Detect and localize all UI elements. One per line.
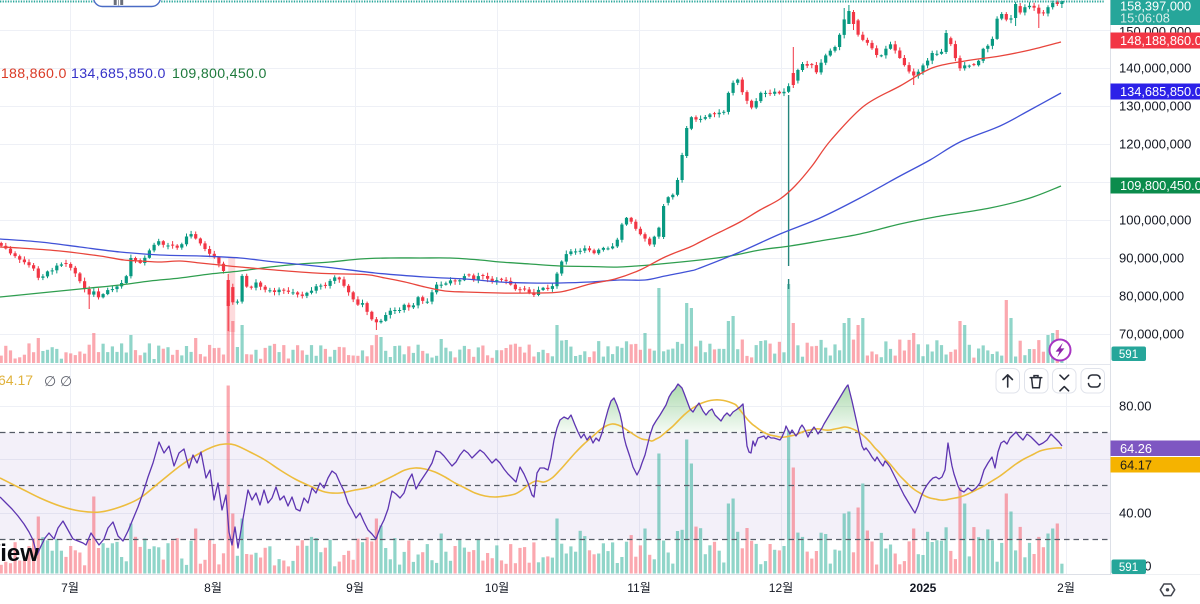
svg-text:2025: 2025	[910, 581, 937, 595]
svg-text:120,000,000: 120,000,000	[1119, 136, 1191, 151]
svg-text:64.26: 64.26	[1120, 441, 1152, 456]
svg-text:15:06:08: 15:06:08	[1120, 11, 1170, 26]
svg-text:7월: 7월	[61, 581, 79, 595]
svg-text:TradingView: TradingView	[0, 540, 39, 567]
svg-text:10월: 10월	[485, 581, 509, 595]
svg-text:64.17: 64.17	[0, 372, 33, 388]
svg-text:100,000,000: 100,000,000	[1119, 212, 1191, 227]
svg-text:70,000,000: 70,000,000	[1119, 326, 1184, 341]
svg-text:8월: 8월	[204, 581, 222, 595]
svg-text:11월: 11월	[627, 581, 651, 595]
svg-text:64.17: 64.17	[1120, 457, 1152, 472]
svg-text:134,685,850.0: 134,685,850.0	[1120, 84, 1200, 99]
svg-text:∅: ∅	[60, 373, 72, 389]
svg-text:12월: 12월	[769, 581, 793, 595]
svg-text:9월: 9월	[346, 581, 364, 595]
svg-text:140,000,000: 140,000,000	[1119, 60, 1191, 75]
svg-text:2월: 2월	[1057, 581, 1075, 595]
svg-text:134,685,850.0: 134,685,850.0	[71, 66, 166, 82]
svg-text:∅: ∅	[44, 373, 56, 389]
svg-text:▮|▮: ▮|▮	[113, 0, 124, 6]
svg-text:80.00: 80.00	[1119, 398, 1152, 413]
svg-text:80,000,000: 80,000,000	[1119, 288, 1184, 303]
svg-text:148,188,860.0: 148,188,860.0	[0, 66, 67, 82]
svg-text:591: 591	[1119, 562, 1138, 574]
svg-text:90,000,000: 90,000,000	[1119, 250, 1184, 265]
svg-text:130,000,000: 130,000,000	[1119, 98, 1191, 113]
svg-text:40.00: 40.00	[1119, 505, 1152, 520]
svg-text:109,800,450.0: 109,800,450.0	[172, 66, 267, 82]
svg-text:148,188,860.0: 148,188,860.0	[1120, 33, 1200, 48]
svg-text:109,800,450.0: 109,800,450.0	[1120, 178, 1200, 193]
svg-text:591: 591	[1119, 349, 1138, 361]
